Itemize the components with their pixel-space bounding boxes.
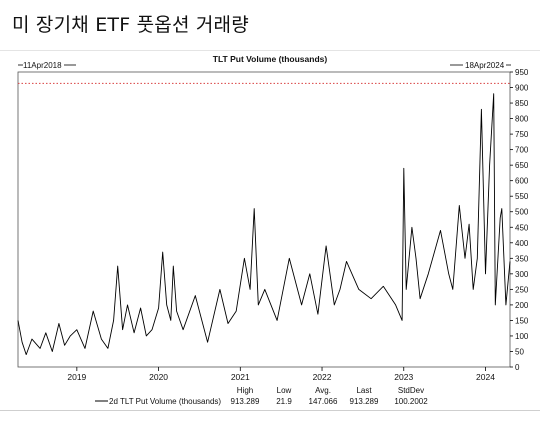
chart-title: TLT Put Volume (thousands) [213, 54, 328, 64]
x-tick-label: 2019 [67, 372, 86, 382]
y-axis: 0 50 100 150 200 250 300 350 400 450 500 550 600 650 7… [510, 68, 529, 372]
y-tick-label: 850 [515, 99, 529, 108]
bottom-divider [0, 410, 540, 411]
y-tick-label: 0 [515, 363, 520, 372]
y-tick-label: 650 [515, 161, 529, 170]
y-tick-label: 550 [515, 192, 529, 201]
stats-header-low: Low [277, 386, 292, 395]
stats-header-avg: Avg. [315, 386, 331, 395]
start-date-label: 11Apr2018 [23, 61, 62, 70]
y-tick-label: 700 [515, 146, 529, 155]
y-tick-label: 900 [515, 84, 529, 93]
stats-header-stddev: StdDev [398, 386, 424, 395]
x-tick-label: 2020 [149, 372, 168, 382]
x-tick-label: 2021 [231, 372, 250, 382]
y-tick-label: 450 [515, 223, 529, 232]
x-tick-label: 2024 [476, 372, 495, 382]
stats-value-stddev: 100.2002 [394, 397, 428, 406]
page-title: 미 장기채 ETF 풋옵션 거래량 [12, 14, 249, 36]
x-tick-label: 2022 [313, 372, 332, 382]
stats-value-low: 21.9 [276, 397, 292, 406]
legend-series-name: 2d TLT Put Volume (thousands) [109, 397, 221, 406]
y-tick-label: 800 [515, 115, 529, 124]
y-tick-label: 250 [515, 285, 529, 294]
stats-value-last: 913.289 [350, 397, 379, 406]
top-divider [0, 50, 540, 51]
x-tick-label: 2023 [394, 372, 413, 382]
y-tick-label: 200 [515, 301, 529, 310]
plot-frame [17, 71, 511, 368]
y-tick-label: 150 [515, 316, 529, 325]
stats-value-high: 913.289 [231, 397, 260, 406]
x-axis: 2019 2020 2021 2022 2023 2024 [67, 367, 495, 382]
y-tick-label: 600 [515, 177, 529, 186]
y-tick-label: 950 [515, 68, 529, 77]
y-tick-label: 50 [515, 347, 524, 356]
y-tick-label: 100 [515, 332, 529, 341]
stats-value-avg: 147.066 [309, 397, 338, 406]
series-line [17, 93, 511, 356]
end-date-label: 18Apr2024 [465, 61, 505, 70]
y-tick-label: 350 [515, 254, 529, 263]
y-tick-label: 750 [515, 130, 529, 139]
y-tick-label: 300 [515, 270, 529, 279]
stats-header-last: Last [356, 386, 372, 395]
y-tick-label: 400 [515, 239, 529, 248]
stats-header-high: High [237, 386, 253, 395]
y-tick-label: 500 [515, 208, 529, 217]
